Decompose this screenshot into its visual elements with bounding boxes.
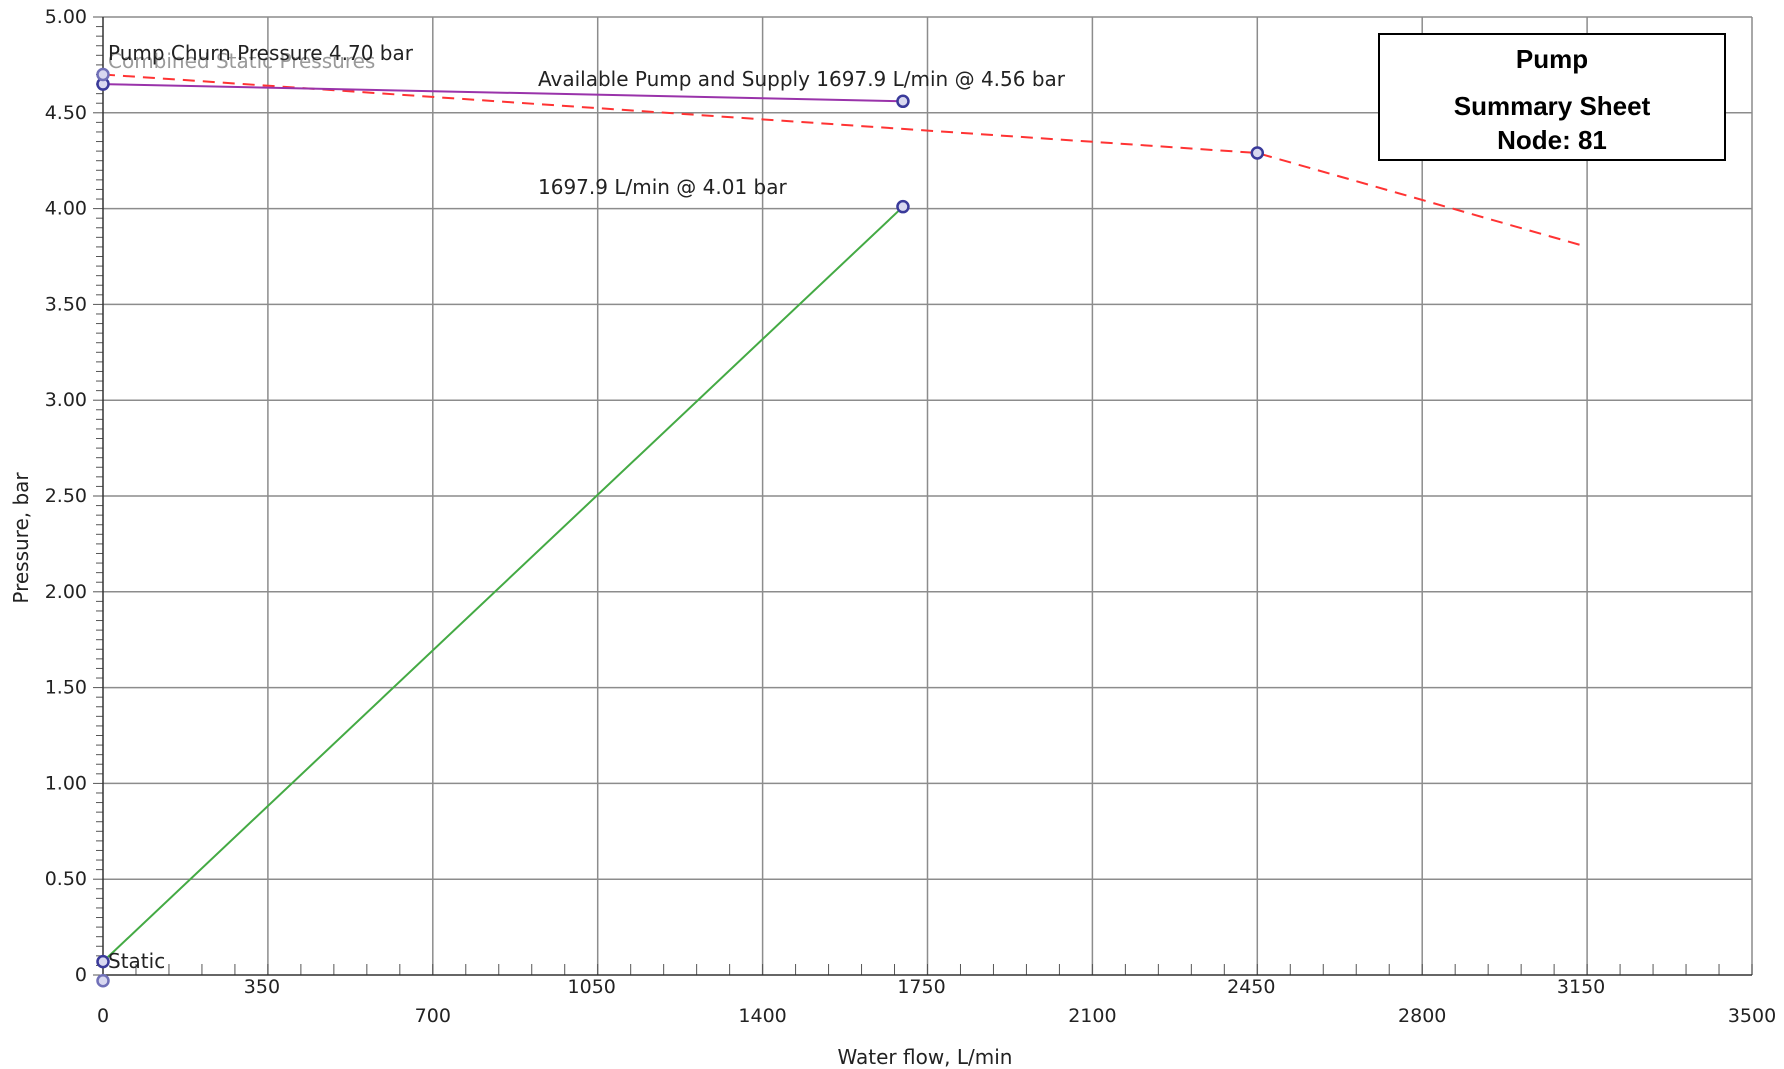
series-line-demand <box>102 205 904 963</box>
annotation-churn-pressure: Pump Churn Pressure 4.70 bar <box>108 41 414 65</box>
x-tick-label: 0 <box>97 1005 109 1027</box>
y-tick-label: 1.00 <box>45 772 87 794</box>
data-point-demand <box>896 199 910 214</box>
y-tick-label: 2.50 <box>45 485 87 507</box>
data-point <box>96 67 110 82</box>
markers-layer <box>96 67 1265 988</box>
x-tick-label: 2100 <box>1068 1005 1116 1027</box>
data-point-available <box>896 94 910 109</box>
x-tick-label: 1750 <box>897 976 945 998</box>
annotation-available-supply: Available Pump and Supply 1697.9 L/min @… <box>538 67 1066 91</box>
annotation-static: Static <box>108 949 165 973</box>
x-tick-label: 1050 <box>568 976 616 998</box>
y-tick-label: 0 <box>75 964 87 986</box>
series-line-pump_curve <box>102 73 1588 248</box>
data-point <box>96 973 110 988</box>
series-line-available <box>102 83 904 103</box>
x-tick-label: 2450 <box>1227 976 1275 998</box>
x-axis-title: Water flow, L/min <box>838 1045 1013 1069</box>
x-tick-label: 2800 <box>1398 1005 1446 1027</box>
y-tick-label: 4.50 <box>45 102 87 124</box>
annotation-combined-static: Combined Static Pressures <box>108 49 375 73</box>
summary-box-node: Node: 81 <box>1497 125 1607 155</box>
data-point-demand <box>96 954 110 969</box>
x-tick-label: 350 <box>244 976 280 998</box>
y-tick-label: 3.50 <box>45 293 87 315</box>
y-axis-title: Pressure, bar <box>9 472 33 604</box>
annotation-demand-point: 1697.9 L/min @ 4.01 bar <box>538 175 787 199</box>
summary-box-subtitle: Summary Sheet <box>1454 91 1651 121</box>
grid <box>103 16 1753 975</box>
series-layer <box>102 73 1588 963</box>
data-point-pump_curve <box>1250 146 1265 160</box>
x-tick-label: 3500 <box>1728 1005 1776 1027</box>
x-tick-label: 3150 <box>1557 976 1605 998</box>
axes <box>102 17 1752 976</box>
summary-box-frame <box>1378 33 1726 161</box>
x-tick-label: 1400 <box>738 1005 786 1027</box>
x-tick-label: 700 <box>415 1005 451 1027</box>
y-tick-label: 4.00 <box>45 198 87 220</box>
y-tick-label: 2.00 <box>45 581 87 603</box>
y-tick-label: 3.00 <box>45 389 87 411</box>
y-tick-label: 5.00 <box>45 6 87 28</box>
summary-box-title: Pump <box>1516 44 1588 74</box>
y-tick-label: 1.50 <box>45 677 87 699</box>
y-tick-label: 0.50 <box>45 868 87 890</box>
tick-labels: 0 0.50 1.00 1.50 2.00 2.50 3.00 3.50 4.00 4.50 5.0… <box>45 6 1776 1027</box>
summary-box: Pump Summary Sheet Node: 81 <box>1378 33 1726 161</box>
